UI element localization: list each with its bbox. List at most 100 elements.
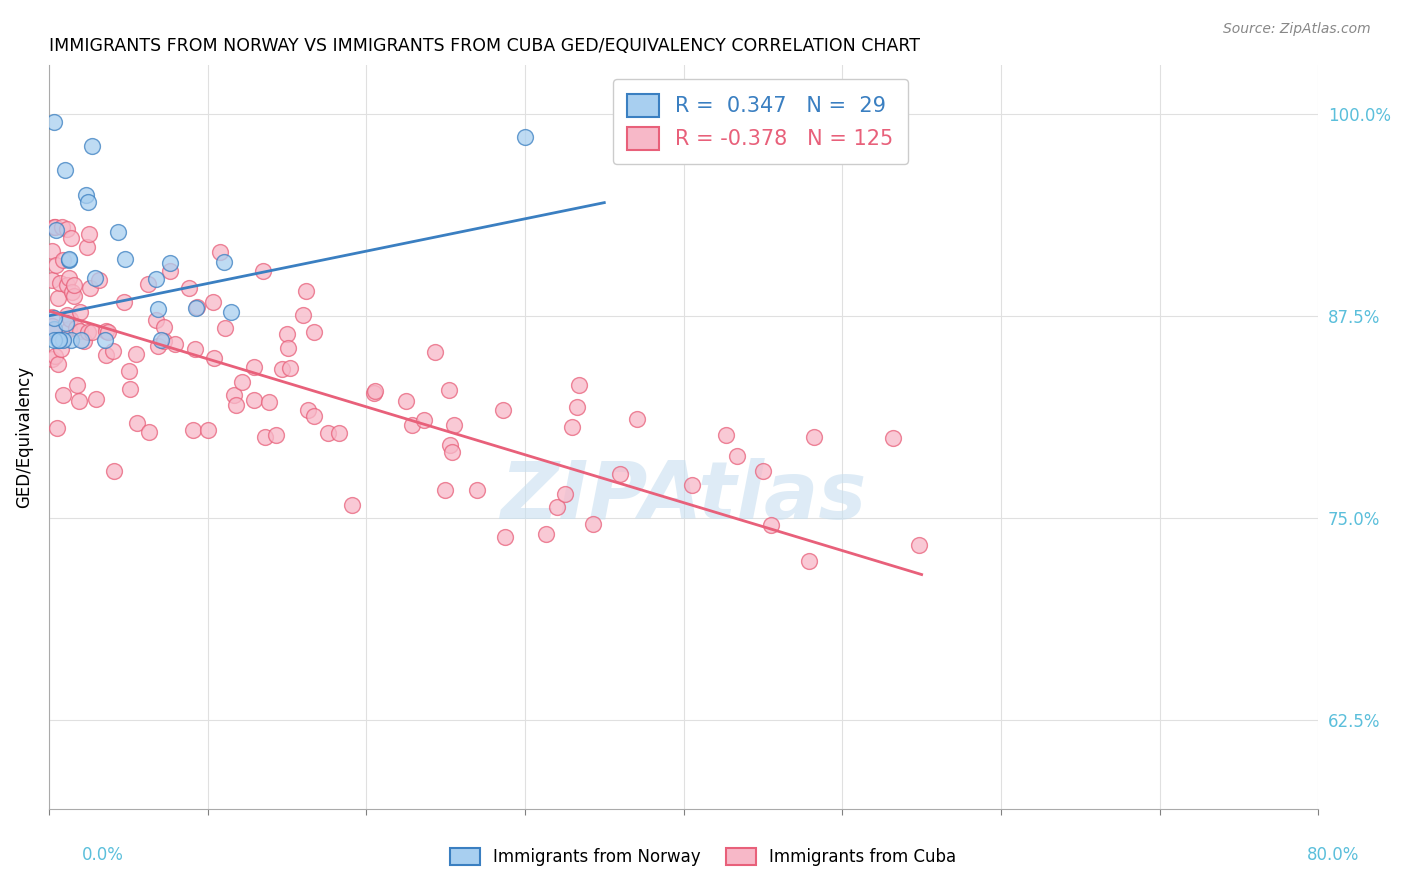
Point [60,333,83,347]
Point [401,417,423,432]
Point [52,388,75,402]
Point [82,325,104,339]
Point [45,223,67,237]
Point [159,256,181,270]
Point [89,272,111,286]
Point [434,483,457,498]
Point [55,163,77,178]
Point [440,445,463,459]
Point [75,187,97,202]
Point [114,252,136,266]
Point [494,530,516,544]
Point [725,449,748,463]
Point [49,343,72,357]
Point [66,377,89,392]
Point [45,258,67,272]
Point [94,349,117,363]
Point [145,312,167,326]
Point [163,336,186,351]
Point [94,324,117,338]
Point [125,416,148,430]
Point [41,244,63,259]
Point [340,498,363,512]
Point [41,325,63,339]
Point [177,280,200,294]
Point [79,227,101,241]
Point [394,393,416,408]
Point [84,392,107,406]
Point [48,333,70,347]
Point [219,304,242,318]
Point [364,384,387,398]
Point [297,403,319,417]
Point [42,311,65,326]
Point [304,325,326,339]
Y-axis label: GED/Equivalency: GED/Equivalency [15,366,32,508]
Point [492,402,515,417]
Point [60,285,83,299]
Point [69,324,91,338]
Point [82,139,104,153]
Point [70,333,93,347]
Point [45,420,67,434]
Point [254,430,277,444]
Point [58,252,80,266]
Point [52,332,75,346]
Point [567,400,589,414]
Point [534,526,557,541]
Point [76,325,98,339]
Point [58,321,80,335]
Text: 0.0%: 0.0% [82,846,124,863]
Point [437,383,460,397]
Point [907,538,929,552]
Point [41,324,63,338]
Point [56,308,79,322]
Point [882,431,904,445]
Point [328,425,350,440]
Point [48,291,70,305]
Point [65,321,87,335]
Point [69,305,91,319]
Point [120,382,142,396]
Point [56,278,79,293]
Point [201,295,224,310]
Point [513,130,536,145]
Point [276,341,298,355]
Point [716,428,738,442]
Point [276,326,298,341]
Point [59,311,82,326]
Text: ZIPAtlas: ZIPAtlas [501,458,866,535]
Point [231,375,253,389]
Point [112,295,135,310]
Point [626,412,648,426]
Point [797,554,820,568]
Point [42,324,65,338]
Point [46,333,69,347]
Legend: Immigrants from Norway, Immigrants from Cuba: Immigrants from Norway, Immigrants from … [443,841,963,873]
Point [55,316,77,330]
Point [49,276,72,290]
Point [568,378,591,392]
Point [55,222,77,236]
Point [62,289,84,303]
Point [425,344,447,359]
Point [270,362,292,376]
Point [292,309,315,323]
Point [803,430,825,444]
Point [59,231,82,245]
Point [149,333,172,347]
Point [316,426,339,441]
Point [183,423,205,437]
Point [222,388,245,402]
Point [278,361,301,376]
Point [77,194,100,209]
Point [138,425,160,439]
Point [609,467,631,482]
Point [259,395,281,409]
Point [84,271,107,285]
Text: 80.0%: 80.0% [1306,846,1360,863]
Point [465,483,488,497]
Point [184,301,207,315]
Point [582,516,605,531]
Point [52,333,75,347]
